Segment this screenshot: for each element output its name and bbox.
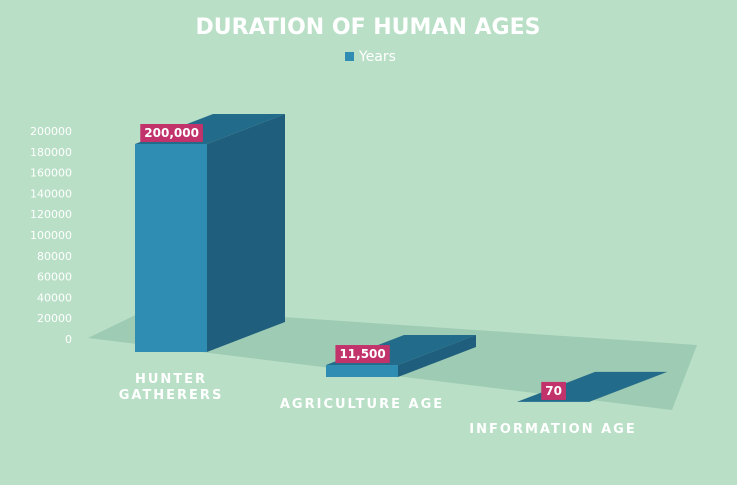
bar-side bbox=[207, 114, 285, 352]
legend-label: Years bbox=[358, 49, 396, 65]
value-label: 70 bbox=[545, 384, 562, 398]
bar-side bbox=[398, 335, 476, 377]
value-label: 200,000 bbox=[144, 126, 199, 140]
bar bbox=[326, 365, 398, 377]
x-tick-label: HUNTER GATHERERS bbox=[118, 372, 224, 403]
x-tick-label: INFORMATION AGE bbox=[469, 422, 637, 437]
value-label-box bbox=[140, 124, 203, 142]
legend-swatch bbox=[345, 52, 354, 61]
y-tick-label: 160000 bbox=[30, 167, 72, 180]
bar-side bbox=[589, 371, 667, 402]
value-label-box bbox=[335, 345, 390, 364]
y-tick-label: 20000 bbox=[37, 312, 72, 325]
value-label: 11,500 bbox=[339, 347, 385, 361]
y-tick-label: 140000 bbox=[30, 187, 72, 200]
y-tick-label: 100000 bbox=[30, 229, 72, 242]
y-tick-label: 120000 bbox=[30, 208, 72, 221]
y-tick-label: 200000 bbox=[30, 125, 72, 138]
y-tick-label: 40000 bbox=[37, 291, 72, 304]
y-tick-label: 0 bbox=[65, 333, 72, 346]
y-tick-label: 80000 bbox=[37, 250, 72, 263]
x-tick-label: AGRICULTURE AGE bbox=[279, 397, 445, 412]
bar bbox=[135, 144, 207, 352]
value-label-box bbox=[541, 381, 566, 400]
y-tick-label: 60000 bbox=[37, 271, 72, 284]
y-tick-label: 180000 bbox=[30, 146, 72, 159]
chart-title: DURATION OF HUMAN AGES bbox=[196, 15, 541, 40]
